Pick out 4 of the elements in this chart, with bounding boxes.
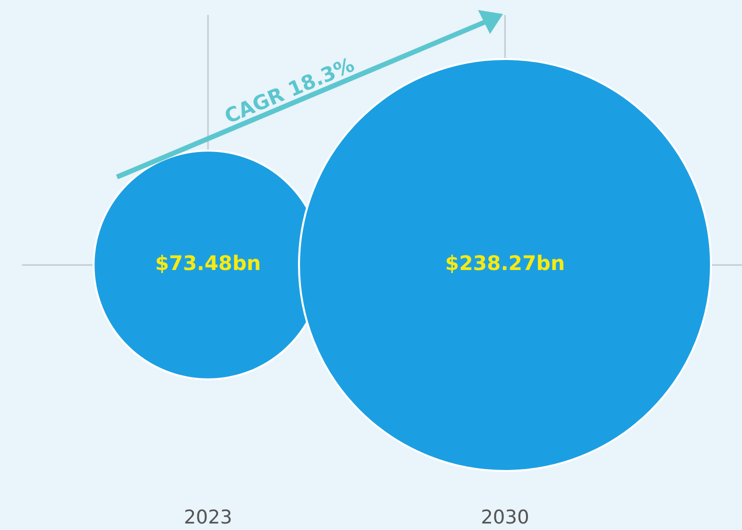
category-label: 2030 bbox=[480, 506, 530, 528]
category-label: 2023 bbox=[184, 506, 232, 528]
data-label: $238.27bn bbox=[445, 251, 565, 276]
data-label: $73.48bn bbox=[155, 251, 261, 276]
